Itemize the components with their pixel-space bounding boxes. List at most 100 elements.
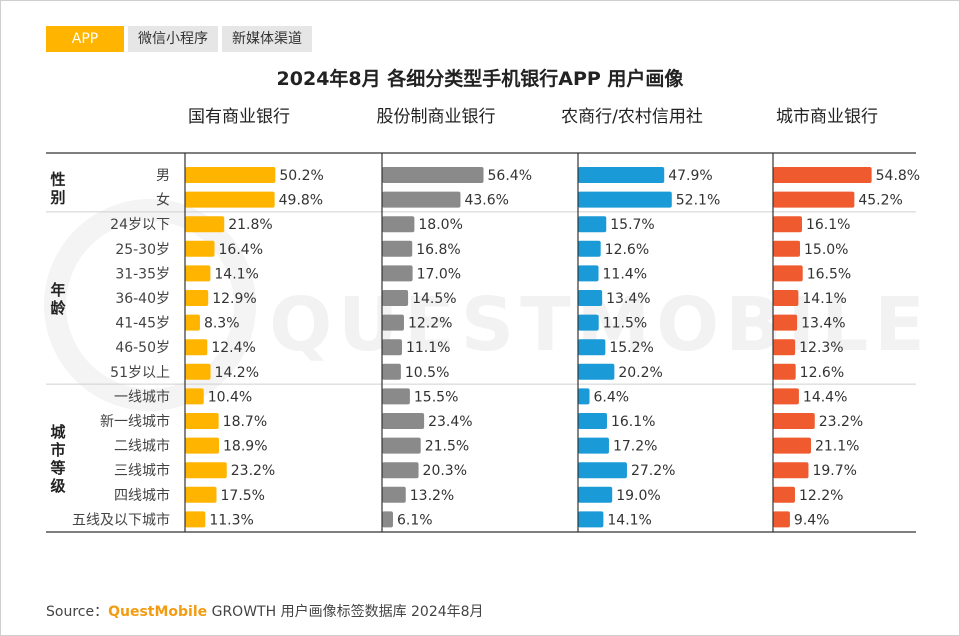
value-label: 14.1% — [214, 266, 258, 282]
bar — [578, 363, 615, 380]
value-label: 12.2% — [408, 316, 452, 332]
value-label: 12.2% — [799, 488, 843, 504]
value-label: 12.4% — [211, 340, 255, 356]
group-label-char: 等 — [50, 459, 65, 477]
value-label: 16.1% — [611, 414, 655, 430]
bar — [382, 240, 413, 257]
bar — [578, 388, 590, 405]
bar — [382, 191, 461, 208]
value-label: 43.6% — [464, 193, 508, 209]
bar — [773, 339, 796, 356]
bar — [773, 290, 799, 306]
value-label: 6.4% — [594, 389, 630, 405]
group-label-char: 年 — [50, 281, 65, 299]
bar — [382, 339, 402, 356]
bar — [773, 388, 799, 405]
bar — [382, 388, 410, 405]
bar — [382, 462, 419, 479]
bar — [185, 363, 211, 380]
bar — [185, 413, 219, 429]
bar — [185, 511, 206, 528]
source-brand: QuestMobile — [108, 604, 208, 620]
value-label: 23.2% — [231, 463, 275, 479]
value-label: 11.1% — [406, 340, 450, 356]
value-label: 50.2% — [279, 168, 323, 184]
value-label: 10.5% — [405, 365, 449, 381]
bar — [185, 388, 204, 405]
bar — [382, 290, 409, 306]
bar — [185, 191, 275, 208]
bar — [773, 216, 802, 233]
bar — [578, 240, 601, 257]
value-label: 15.5% — [414, 389, 458, 405]
value-label: 18.9% — [223, 439, 267, 455]
group-label-char: 性 — [50, 170, 65, 188]
value-label: 13.4% — [801, 316, 845, 332]
bar — [185, 290, 209, 306]
value-label: 19.0% — [616, 488, 660, 504]
category-label: 46-50岁 — [115, 340, 170, 356]
value-label: 16.5% — [807, 266, 851, 282]
value-label: 20.2% — [618, 365, 662, 381]
value-label: 11.3% — [209, 512, 253, 528]
group-label-char: 龄 — [50, 299, 66, 317]
group-label-char: 市 — [50, 441, 65, 459]
chart-title: 2024年8月 各细分类型手机银行APP 用户画像 — [276, 68, 684, 90]
bar — [773, 314, 798, 331]
value-label: 23.4% — [428, 414, 472, 430]
category-label: 51岁以上 — [110, 365, 170, 381]
category-label: 25-30岁 — [115, 242, 170, 258]
value-label: 54.8% — [876, 168, 920, 184]
bar — [382, 511, 393, 528]
value-label: 23.2% — [819, 414, 863, 430]
category-label: 36-40岁 — [115, 291, 170, 307]
value-label: 56.4% — [488, 168, 532, 184]
tab-wechat-mini-program[interactable]: 微信小程序 — [128, 26, 218, 52]
bar — [578, 191, 672, 208]
bar — [773, 265, 803, 282]
value-label: 14.4% — [803, 389, 847, 405]
source-prefix: Source： — [46, 604, 109, 620]
bar — [185, 265, 211, 282]
bar — [773, 167, 872, 183]
value-label: 18.7% — [223, 414, 267, 430]
bar — [578, 216, 607, 233]
value-label: 14.1% — [607, 512, 651, 528]
bar — [578, 339, 606, 356]
category-label: 女 — [156, 192, 170, 209]
series-header: 城市商业银行 — [776, 107, 878, 127]
value-label: 15.0% — [804, 242, 848, 258]
value-label: 17.0% — [417, 266, 461, 282]
category-label: 五线及以下城市 — [72, 511, 170, 528]
category-label: 新一线城市 — [100, 413, 170, 430]
bar — [578, 486, 613, 503]
bar — [773, 413, 815, 429]
series-header: 国有商业银行 — [188, 107, 290, 127]
category-label: 三线城市 — [114, 462, 170, 479]
value-label: 17.2% — [613, 439, 657, 455]
value-label: 21.5% — [425, 439, 469, 455]
bar — [185, 167, 276, 183]
category-label: 四线城市 — [114, 487, 170, 504]
bar — [578, 265, 599, 282]
series-header: 农商行/农村信用社 — [561, 107, 703, 127]
value-label: 6.1% — [397, 512, 433, 528]
value-label: 12.3% — [799, 340, 843, 356]
value-label: 16.1% — [806, 217, 850, 233]
tab-app[interactable]: APP — [46, 26, 124, 52]
tab-new-media-channel[interactable]: 新媒体渠道 — [222, 26, 312, 52]
group-label-char: 级 — [50, 477, 66, 495]
source-rest: GROWTH 用户画像标签数据库 2024年8月 — [207, 604, 484, 620]
value-label: 15.7% — [610, 217, 654, 233]
source-note: Source：QuestMobile GROWTH 用户画像标签数据库 2024… — [46, 601, 484, 621]
bar — [773, 240, 800, 257]
value-label: 52.1% — [676, 193, 720, 209]
value-label: 13.2% — [410, 488, 454, 504]
bar — [382, 437, 421, 454]
bar — [578, 462, 627, 479]
category-label: 男 — [156, 168, 170, 184]
value-label: 19.7% — [812, 463, 856, 479]
bar — [578, 413, 607, 429]
category-label: 24岁以下 — [110, 217, 170, 233]
